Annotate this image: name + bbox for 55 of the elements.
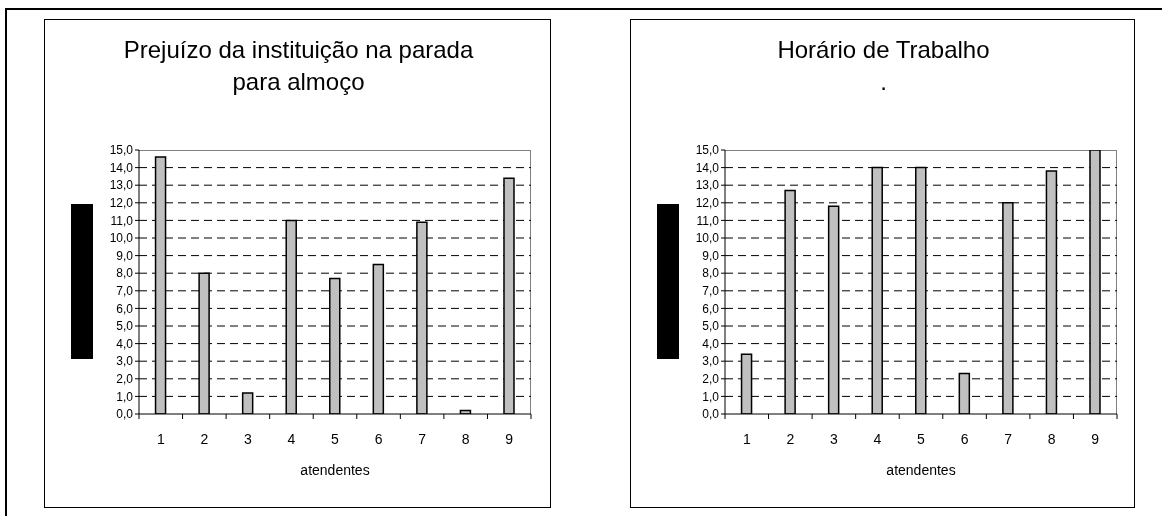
y-tick-label: 8,0 [702,266,720,281]
y-tick-label: 9,0 [702,248,720,263]
x-tick-label: 5 [331,430,340,447]
y-tick-label: 2,0 [702,372,720,387]
y-tick-label: 4,0 [116,336,134,351]
y-tick-label: 10,0 [109,231,134,246]
y-tick-label: 12,0 [695,196,720,211]
x-tick-label: 6 [374,430,383,447]
x-tick-label: 1 [742,430,751,447]
y-tick-label: 11,0 [110,213,134,228]
x-axis-title: atendentes [886,462,956,478]
y-tick-label: 14,0 [695,160,720,175]
y-tick-label: 13,0 [109,178,134,193]
y-tick-label: 4,0 [702,336,720,351]
x-tick-label: 2 [200,430,209,447]
y-tick-label: 15,0 [695,143,720,158]
chart-subtitle: . [879,67,888,97]
x-tick-label: 7 [418,430,427,447]
y-tick-label: 2,0 [116,372,134,387]
y-tick-label: 15,0 [109,143,134,158]
y-tick-label: 5,0 [702,319,720,334]
y-tick-label: 12,0 [109,196,134,211]
y-tick-label: 7,0 [702,284,720,299]
y-tick-label: 3,0 [116,354,134,369]
y-tick-label: 1,0 [702,389,720,404]
y-tick-label: 9,0 [116,248,134,263]
y-tick-label: 0,0 [702,407,720,422]
x-tick-label: 3 [829,430,838,447]
y-tick-label: 13,0 [695,178,720,193]
y-tick-label: 6,0 [702,301,720,316]
x-tick-label: 2 [786,430,795,447]
x-axis-title: atendentes [300,462,370,478]
y-tick-label: 0,0 [116,407,134,422]
y-tick-label: 14,0 [109,160,134,175]
y-tick-label: 3,0 [702,354,720,369]
x-tick-label: 7 [1004,430,1013,447]
y-tick-label: 5,0 [116,319,134,334]
chart-title: Prejuízo da instituição na parada para almoço [122,35,475,97]
x-tick-label: 9 [1091,430,1100,447]
y-tick-label: 6,0 [116,301,134,316]
chart-title: Horário de Trabalho [776,35,991,65]
y-tick-label: 1,0 [116,389,134,404]
x-tick-label: 8 [461,430,470,447]
x-tick-label: 6 [960,430,969,447]
x-tick-label: 8 [1047,430,1056,447]
x-tick-label: 4 [287,430,296,447]
x-tick-label: 4 [873,430,882,447]
y-tick-label: 8,0 [116,266,134,281]
x-tick-label: 5 [917,430,926,447]
x-tick-label: 1 [156,430,165,447]
x-tick-label: 9 [505,430,514,447]
y-tick-label: 10,0 [695,231,720,246]
y-tick-label: 7,0 [116,284,134,299]
x-tick-label: 3 [243,430,252,447]
y-tick-label: 11,0 [696,213,720,228]
